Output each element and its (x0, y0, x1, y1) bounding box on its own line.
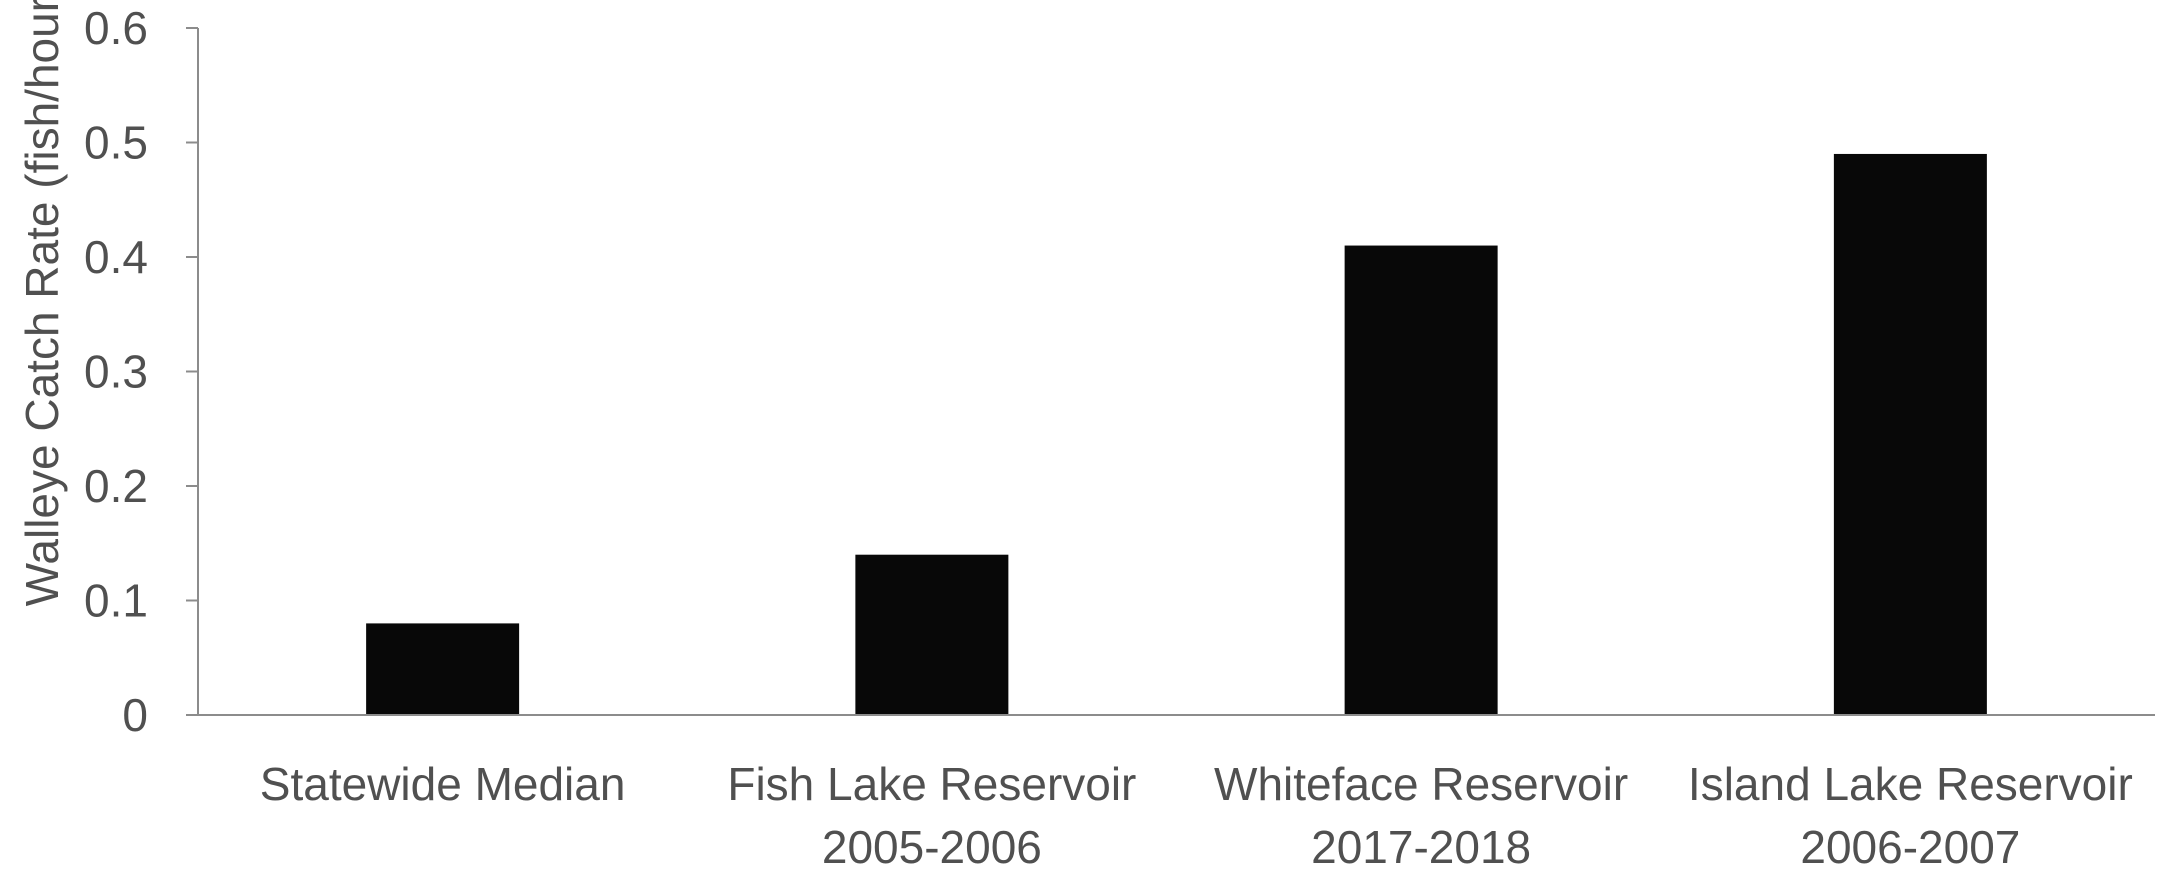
x-category-label: Whiteface Reservoir (1214, 758, 1628, 810)
x-category-label: 2006-2007 (1800, 821, 2020, 869)
y-tick-label: 0.2 (84, 460, 148, 512)
x-category-label: Island Lake Reservoir (1688, 758, 2133, 810)
bar (366, 623, 520, 715)
x-category-label: Statewide Median (260, 758, 626, 810)
x-category-label: 2017-2018 (1311, 821, 1531, 869)
y-tick-label: 0.4 (84, 231, 148, 283)
bar (1344, 245, 1498, 716)
y-tick-label: 0.1 (84, 575, 148, 627)
y-tick-label: 0.6 (84, 2, 148, 54)
bar (855, 554, 1009, 715)
y-axis-title: Walleye Catch Rate (fish/hour) (16, 0, 68, 606)
x-category-label: 2005-2006 (822, 821, 1042, 869)
x-category-label: Fish Lake Reservoir (727, 758, 1136, 810)
y-tick-label: 0.3 (84, 346, 148, 398)
y-tick-label: 0 (122, 689, 148, 741)
bar (1833, 153, 1987, 715)
y-tick-label: 0.5 (84, 117, 148, 169)
